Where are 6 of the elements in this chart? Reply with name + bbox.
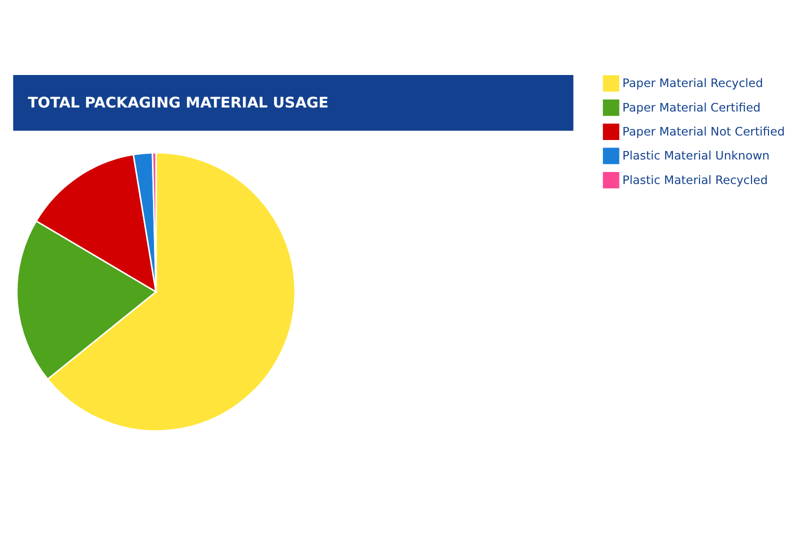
text: TOTAL PACKAGING MATERIAL USAGE (28, 94, 329, 112)
legend-label: Paper Material Certified (622, 100, 761, 114)
legend-label: Plastic Material Unknown (622, 148, 770, 163)
legend-label: Plastic Material Recycled (622, 172, 768, 187)
legend-label: Paper Material Recycled (622, 76, 764, 90)
legend-label: Paper Material Not Certified (622, 124, 785, 138)
